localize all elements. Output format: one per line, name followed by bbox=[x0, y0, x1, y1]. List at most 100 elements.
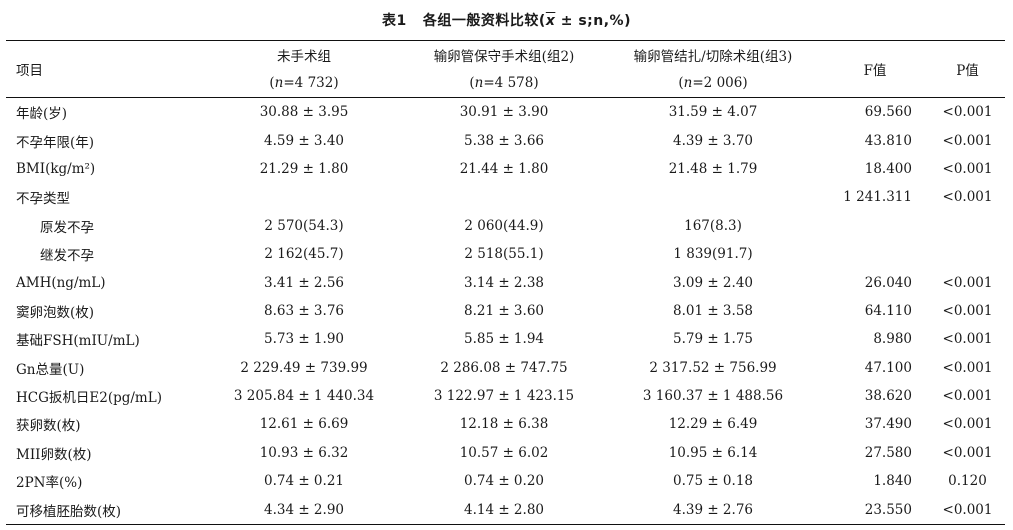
cell-group-3: 10.95 ± 6.14 bbox=[668, 444, 758, 461]
cell-group-3: 4.39 ± 2.76 bbox=[606, 495, 820, 525]
cell-f-value: 64.110 bbox=[864, 302, 912, 319]
cell-f-value: 1 241.311 bbox=[843, 189, 912, 206]
cell-f-value: 18.400 bbox=[864, 160, 912, 177]
table-row: 继发不孕 2 162(45.7) 2 518(55.1) 1 839(91.7) bbox=[6, 240, 1005, 268]
cell-f-value: 37.490 bbox=[864, 416, 912, 433]
cell-p-value: <0.001 bbox=[942, 274, 993, 291]
cell-group-1: 2 570(54.3) bbox=[264, 217, 344, 234]
row-label: HCG扳机日E2(pg/mL) bbox=[16, 390, 162, 407]
caption-xbar: x bbox=[545, 13, 556, 29]
table-row: 窦卵泡数(枚) 8.63 ± 3.76 8.21 ± 3.60 8.01 ± 3.58… bbox=[6, 297, 1005, 325]
row-label: 继发不孕 bbox=[40, 248, 94, 265]
cell-group-1: 10.93 ± 6.32 bbox=[259, 444, 349, 461]
cell-group-2: 0.74 ± 0.20 bbox=[463, 473, 544, 490]
cell-group-1: 12.61 ± 6.69 bbox=[259, 416, 349, 433]
cell-group-1 bbox=[206, 183, 402, 211]
cell-f-value: 38.620 bbox=[864, 388, 912, 405]
header-f-value: F值 bbox=[820, 40, 930, 98]
cell-f-value: 27.580 bbox=[864, 444, 912, 461]
cell-f-value: 47.100 bbox=[864, 359, 912, 376]
table-row: 基础FSH(mIU/mL) 5.73 ± 1.90 5.85 ± 1.94 5.79 … bbox=[6, 325, 1005, 353]
table-row: MII卵数(枚) 10.93 ± 6.32 10.57 ± 6.02 10.95 ± … bbox=[6, 439, 1005, 467]
cell-p-value: <0.001 bbox=[942, 331, 993, 348]
cell-group-3: 31.59 ± 4.07 bbox=[668, 104, 758, 121]
cell-group-2: 21.44 ± 1.80 bbox=[459, 160, 549, 177]
cell-group-1: 5.73 ± 1.90 bbox=[263, 331, 344, 348]
cell-p-value: <0.001 bbox=[942, 388, 993, 405]
cell-group-1: 30.88 ± 3.95 bbox=[259, 104, 349, 121]
header-group-2-n: (n=4 578) bbox=[402, 69, 606, 98]
cell-p-value bbox=[930, 240, 1005, 268]
cell-group-1: 2 229.49 ± 739.99 bbox=[240, 359, 368, 376]
cell-group-2: 5.85 ± 1.94 bbox=[463, 331, 544, 348]
header-group-3-n: (n=2 006) bbox=[606, 69, 820, 98]
row-label: 基础FSH(mIU/mL) bbox=[16, 333, 140, 350]
caption-title: 各组一般资料比较( bbox=[422, 13, 546, 29]
header-group-2: 输卵管保守手术组(组2) bbox=[402, 40, 606, 69]
cell-f-value: 23.550 bbox=[820, 495, 930, 525]
cell-group-2 bbox=[402, 183, 606, 211]
caption-label: 表1 bbox=[382, 13, 407, 29]
row-label: 获卵数(枚) bbox=[16, 418, 81, 435]
table-row: 年龄(岁) 30.88 ± 3.95 30.91 ± 3.90 31.59 ± 4.0… bbox=[6, 98, 1005, 127]
cell-p-value: <0.001 bbox=[942, 302, 993, 319]
row-label: 2PN率(%) bbox=[16, 475, 83, 492]
table-row: 不孕年限(年) 4.59 ± 3.40 5.38 ± 3.66 4.39 ± 3.70… bbox=[6, 126, 1005, 154]
table-row: 可移植胚胎数(枚) 4.34 ± 2.90 4.14 ± 2.80 4.39 ± 2.… bbox=[6, 495, 1005, 525]
cell-f-value: 26.040 bbox=[864, 274, 912, 291]
cell-group-2: 4.14 ± 2.80 bbox=[402, 495, 606, 525]
cell-p-value: <0.001 bbox=[942, 416, 993, 433]
cell-group-2: 2 518(55.1) bbox=[464, 246, 544, 263]
header-p-value: P值 bbox=[930, 40, 1005, 98]
cell-group-1: 4.59 ± 3.40 bbox=[263, 132, 344, 149]
table-header: 项目 未手术组 输卵管保守手术组(组2) 输卵管结扎/切除术组(组3) F值 P… bbox=[6, 40, 1005, 98]
table-row: HCG扳机日E2(pg/mL) 3 205.84 ± 1 440.34 3 122.… bbox=[6, 382, 1005, 410]
cell-group-2: 3.14 ± 2.38 bbox=[463, 274, 544, 291]
cell-p-value: 0.120 bbox=[948, 473, 987, 490]
row-label: AMH(ng/mL) bbox=[16, 274, 106, 291]
cell-group-1: 0.74 ± 0.21 bbox=[263, 473, 344, 490]
cell-group-1: 4.34 ± 2.90 bbox=[206, 495, 402, 525]
row-label: 可移植胚胎数(枚) bbox=[6, 495, 206, 525]
cell-p-value: <0.001 bbox=[930, 495, 1005, 525]
cell-group-3: 21.48 ± 1.79 bbox=[668, 160, 758, 177]
cell-f-value: 1.840 bbox=[873, 473, 912, 490]
cell-f-value: 8.980 bbox=[873, 331, 912, 348]
caption-stat: ± s;n,%) bbox=[555, 13, 631, 29]
table-row: 原发不孕 2 570(54.3) 2 060(44.9) 167(8.3) bbox=[6, 212, 1005, 240]
cell-p-value: <0.001 bbox=[942, 359, 993, 376]
cell-group-3: 3 160.37 ± 1 488.56 bbox=[642, 388, 784, 405]
cell-group-3: 8.01 ± 3.58 bbox=[672, 302, 753, 319]
cell-group-1: 3.41 ± 2.56 bbox=[263, 274, 344, 291]
cell-p-value: <0.001 bbox=[942, 132, 993, 149]
row-label: MII卵数(枚) bbox=[16, 446, 92, 463]
cell-group-3: 12.29 ± 6.49 bbox=[668, 416, 758, 433]
row-label: 窦卵泡数(枚) bbox=[16, 304, 95, 321]
row-label: 不孕类型 bbox=[16, 191, 70, 208]
cell-group-3: 3.09 ± 2.40 bbox=[672, 274, 753, 291]
table-caption: 表1 各组一般资料比较(x ± s;n,%) bbox=[0, 10, 1013, 32]
cell-f-value bbox=[820, 212, 930, 240]
cell-f-value: 69.560 bbox=[864, 104, 912, 121]
table-row: AMH(ng/mL) 3.41 ± 2.56 3.14 ± 2.38 3.09 ± 2… bbox=[6, 268, 1005, 296]
cell-group-3: 0.75 ± 0.18 bbox=[672, 473, 753, 490]
header-group-1: 未手术组 bbox=[206, 40, 402, 69]
table-row: 2PN率(%) 0.74 ± 0.21 0.74 ± 0.20 0.75 ± 0.18… bbox=[6, 467, 1005, 495]
cell-group-2: 10.57 ± 6.02 bbox=[459, 444, 549, 461]
cell-group-1: 21.29 ± 1.80 bbox=[259, 160, 349, 177]
table-row: 不孕类型 1 241.311 <0.001 bbox=[6, 183, 1005, 211]
table-row: BMI(kg/m²) 21.29 ± 1.80 21.44 ± 1.80 21.48 … bbox=[6, 155, 1005, 183]
cell-group-3: 1 839(91.7) bbox=[673, 246, 753, 263]
cell-p-value: <0.001 bbox=[942, 160, 993, 177]
cell-group-1: 8.63 ± 3.76 bbox=[263, 302, 344, 319]
cell-p-value bbox=[930, 212, 1005, 240]
cell-group-3: 5.79 ± 1.75 bbox=[672, 331, 753, 348]
cell-group-3: 4.39 ± 3.70 bbox=[672, 132, 753, 149]
cell-p-value: <0.001 bbox=[942, 104, 993, 121]
header-item: 项目 bbox=[6, 40, 206, 98]
cell-group-2: 5.38 ± 3.66 bbox=[463, 132, 544, 149]
cell-p-value: <0.001 bbox=[942, 189, 993, 206]
header-group-3: 输卵管结扎/切除术组(组3) bbox=[606, 40, 820, 69]
table-row: Gn总量(U) 2 229.49 ± 739.99 2 286.08 ± 747.7… bbox=[6, 354, 1005, 382]
cell-p-value: <0.001 bbox=[942, 444, 993, 461]
